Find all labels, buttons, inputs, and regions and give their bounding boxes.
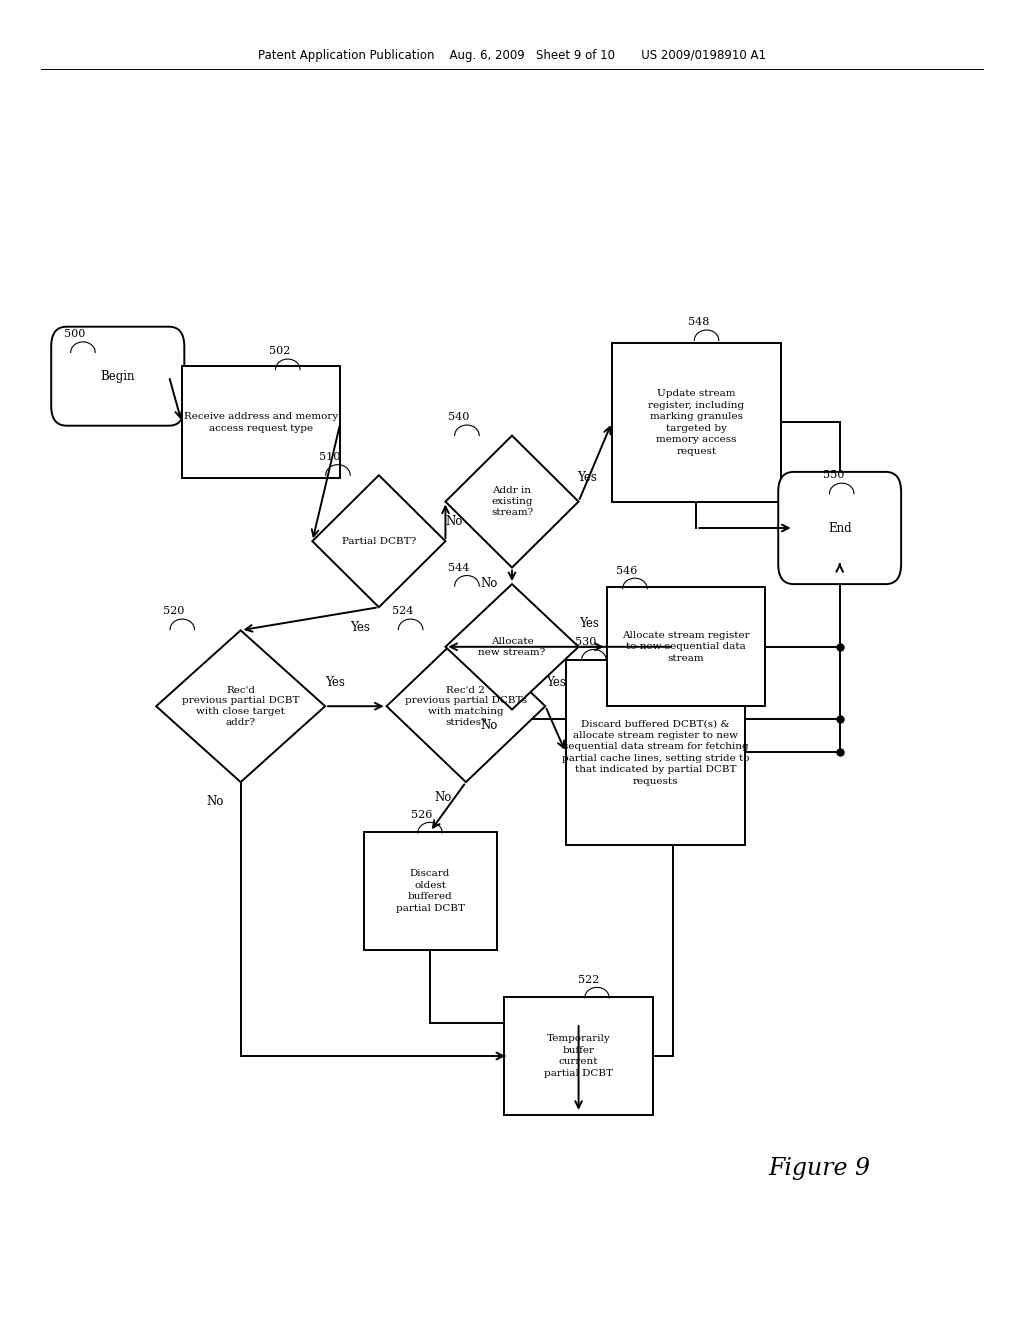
Text: No: No (435, 792, 452, 804)
FancyBboxPatch shape (504, 997, 653, 1115)
Text: Patent Application Publication    Aug. 6, 2009   Sheet 9 of 10       US 2009/019: Patent Application Publication Aug. 6, 2… (258, 49, 766, 62)
FancyBboxPatch shape (364, 832, 497, 950)
Text: 530: 530 (575, 636, 596, 647)
Text: 540: 540 (449, 412, 469, 422)
Text: Figure 9: Figure 9 (768, 1156, 870, 1180)
Polygon shape (445, 436, 579, 568)
Text: Temporarily
buffer
current
partial DCBT: Temporarily buffer current partial DCBT (544, 1035, 613, 1077)
Text: Partial DCBT?: Partial DCBT? (342, 537, 416, 545)
Text: Yes: Yes (579, 616, 599, 630)
Text: No: No (481, 719, 498, 731)
Polygon shape (445, 583, 579, 710)
FancyBboxPatch shape (51, 327, 184, 425)
Text: 526: 526 (412, 809, 432, 820)
FancyBboxPatch shape (612, 343, 781, 502)
Text: Allocate stream register
to new sequential data
stream: Allocate stream register to new sequenti… (623, 631, 750, 663)
Text: Update stream
register, including
marking granules
targeted by
memory access
req: Update stream register, including markin… (648, 389, 744, 455)
Polygon shape (312, 475, 445, 607)
Text: Yes: Yes (326, 676, 345, 689)
Text: 510: 510 (319, 451, 340, 462)
Text: Yes: Yes (577, 471, 597, 484)
Text: Discard buffered DCBT(s) &
allocate stream register to new
sequential data strea: Discard buffered DCBT(s) & allocate stre… (561, 719, 750, 785)
FancyBboxPatch shape (565, 660, 745, 845)
Text: Rec'd 2
previous partial DCBTs
with matching
strides?: Rec'd 2 previous partial DCBTs with matc… (404, 685, 527, 727)
Text: Rec'd
previous partial DCBT
with close target
addr?: Rec'd previous partial DCBT with close t… (182, 685, 299, 727)
Text: Yes: Yes (350, 620, 371, 634)
FancyBboxPatch shape (182, 366, 340, 478)
Text: Receive address and memory
access request type: Receive address and memory access reques… (184, 412, 338, 433)
Text: End: End (827, 521, 852, 535)
Text: No: No (481, 577, 498, 590)
Text: Discard
oldest
buffered
partial DCBT: Discard oldest buffered partial DCBT (395, 870, 465, 912)
Text: 550: 550 (823, 470, 844, 480)
Text: 502: 502 (269, 346, 290, 356)
Text: 544: 544 (449, 562, 469, 573)
Text: 500: 500 (65, 329, 85, 339)
Text: 522: 522 (579, 974, 599, 985)
Polygon shape (156, 630, 326, 781)
Text: Allocate
new stream?: Allocate new stream? (478, 638, 546, 656)
Text: 546: 546 (616, 565, 637, 576)
Text: No: No (445, 515, 462, 528)
Polygon shape (387, 630, 545, 781)
Text: Begin: Begin (100, 370, 135, 383)
Text: No: No (207, 796, 223, 808)
FancyBboxPatch shape (606, 587, 766, 706)
Text: Addr in
existing
stream?: Addr in existing stream? (490, 486, 534, 517)
Text: Yes: Yes (546, 676, 565, 689)
Text: 548: 548 (688, 317, 709, 327)
Text: 520: 520 (164, 606, 184, 616)
FancyBboxPatch shape (778, 473, 901, 583)
Text: 524: 524 (392, 606, 413, 616)
